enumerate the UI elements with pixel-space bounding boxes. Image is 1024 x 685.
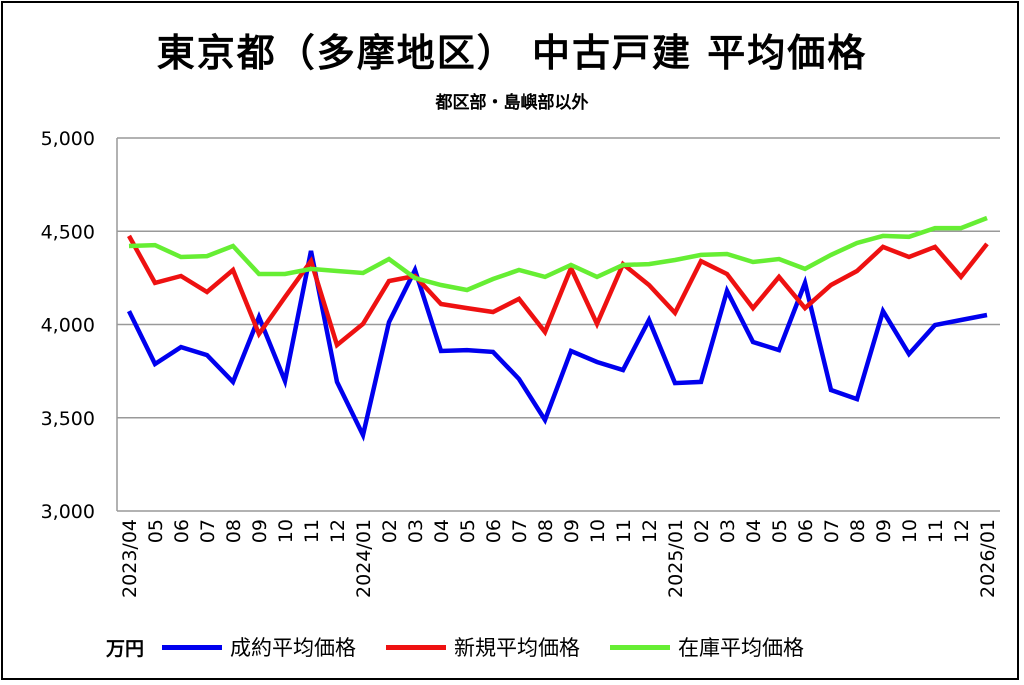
- x-tick-label: 11: [301, 519, 323, 543]
- x-tick-label: 10: [899, 519, 921, 543]
- x-tick-label: 07: [509, 519, 531, 543]
- legend-label: 成約平均価格: [230, 636, 357, 660]
- x-tick-label: 09: [873, 519, 895, 543]
- x-tick-label: 09: [561, 519, 583, 543]
- legend: 万円 成約平均価格 新規平均価格 在庫平均価格: [106, 632, 834, 662]
- legend-swatch: [386, 644, 447, 650]
- legend-label: 新規平均価格: [454, 636, 581, 660]
- series-line: [127, 234, 989, 349]
- chart-title: 東京都（多摩地区） 中古戸建 平均価格: [156, 31, 868, 75]
- x-tick-label: 09: [249, 519, 271, 543]
- legend-swatch: [162, 644, 223, 650]
- y-tick-label: 4,000: [41, 315, 95, 337]
- series-line: [128, 215, 988, 293]
- x-tick-label: 06: [483, 519, 505, 543]
- x-tick-label: 05: [769, 519, 791, 543]
- x-tick-label: 10: [275, 519, 297, 543]
- x-tick-label: 06: [171, 519, 193, 543]
- x-tick-label: 06: [795, 519, 817, 543]
- x-tick-label: 07: [197, 519, 219, 543]
- x-tick-label: 12: [327, 519, 349, 543]
- x-tick-label: 04: [431, 519, 453, 543]
- legend-item-new: 新規平均価格: [386, 632, 580, 662]
- legend-label: 在庫平均価格: [678, 636, 805, 660]
- x-tick-label: 07: [821, 519, 843, 543]
- unit-label: 万円: [106, 637, 145, 660]
- series-line: [126, 250, 988, 442]
- x-tick-label: 2023/04: [119, 519, 141, 598]
- x-tick-label: 02: [379, 519, 401, 543]
- x-tick-label: 08: [847, 519, 869, 543]
- chart-subtitle: 都区部・島嶼部以外: [435, 93, 589, 113]
- y-tick-label: 3,500: [41, 408, 95, 430]
- x-tick-label: 12: [639, 519, 661, 543]
- x-tick-label: 05: [457, 519, 479, 543]
- y-tick-label: 3,000: [41, 501, 95, 523]
- x-tick-label: 12: [951, 519, 973, 543]
- x-tick-label: 10: [587, 519, 609, 543]
- x-tick-label: 11: [613, 519, 635, 543]
- y-tick-label: 4,500: [41, 221, 95, 243]
- x-tick-label: 03: [405, 519, 427, 543]
- legend-item-stock: 在庫平均価格: [610, 632, 804, 662]
- x-tick-label: 08: [223, 519, 245, 543]
- x-tick-label: 11: [925, 519, 947, 543]
- legend-swatch: [610, 644, 671, 650]
- y-tick-label: 5,000: [41, 128, 95, 150]
- x-tick-label: 03: [717, 519, 739, 543]
- x-tick-label: 02: [691, 519, 713, 543]
- x-tick-label: 05: [145, 519, 167, 543]
- x-tick-label: 2026/01: [977, 519, 999, 598]
- x-tick-label: 2024/01: [353, 519, 375, 598]
- x-tick-label: 04: [743, 519, 765, 543]
- x-tick-label: 08: [535, 519, 557, 543]
- legend-item-closed: 成約平均価格: [162, 632, 356, 662]
- x-tick-label: 2025/01: [665, 519, 687, 598]
